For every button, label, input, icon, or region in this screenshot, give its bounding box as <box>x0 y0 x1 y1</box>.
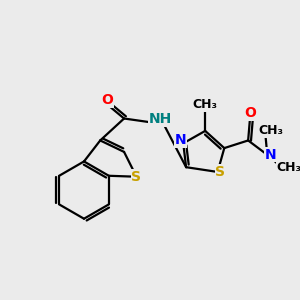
Text: N: N <box>264 148 276 162</box>
Text: N: N <box>175 134 186 148</box>
Text: S: S <box>131 170 142 184</box>
Text: CH₃: CH₃ <box>259 124 284 137</box>
Text: NH: NH <box>149 112 172 126</box>
Text: O: O <box>244 106 256 120</box>
Text: S: S <box>215 165 226 179</box>
Text: O: O <box>101 93 113 107</box>
Text: CH₃: CH₃ <box>193 98 218 111</box>
Text: CH₃: CH₃ <box>276 161 300 174</box>
